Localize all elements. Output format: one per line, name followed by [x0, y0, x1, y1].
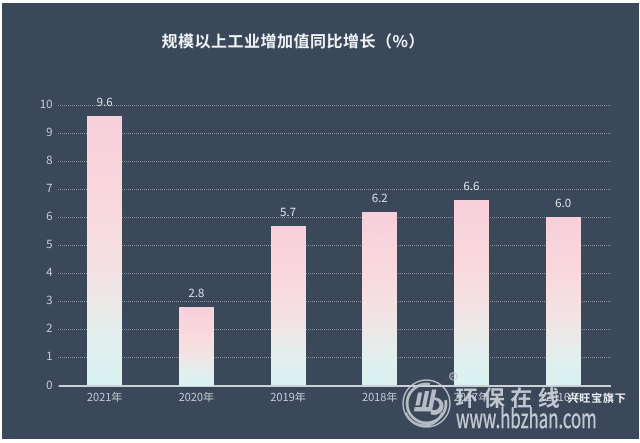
svg-text:R: R: [451, 373, 455, 381]
